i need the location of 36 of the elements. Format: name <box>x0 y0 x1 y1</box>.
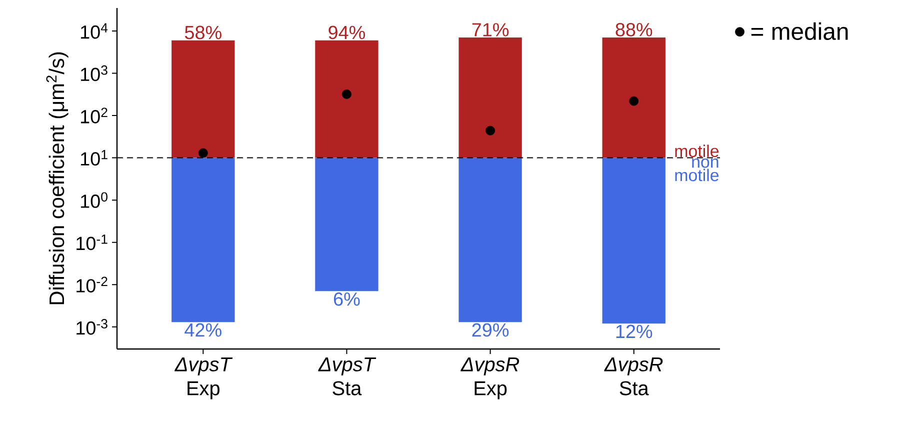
bar <box>602 158 666 324</box>
bar <box>458 38 522 158</box>
annotation: motile <box>675 144 719 158</box>
annotation: 71% <box>472 23 509 36</box>
legend-label: = median <box>751 22 848 40</box>
bar <box>602 38 666 158</box>
y-tick-label: 10$^{3}$ <box>80 65 108 82</box>
point <box>342 89 352 99</box>
bar <box>172 158 235 322</box>
annotation: 42% <box>184 323 222 337</box>
x-tick-label: ΔvpsR Sta <box>604 358 663 396</box>
y-tick-label: 10$^{1}$ <box>80 150 108 166</box>
annotation: 12% <box>616 324 652 338</box>
x-tick-label: ΔvpsT Exp <box>174 358 233 400</box>
y-axis-title: Diffusion coefficient (μm$^{2}$/s) <box>46 52 68 304</box>
y-tick-label: 10$^{4}$ <box>80 23 108 39</box>
x-tick-label: ΔvpsT Sta <box>318 358 376 396</box>
y-tick-label: 10$^{0}$ <box>80 192 108 208</box>
y-tick-label: 10$^{-2}$ <box>76 276 108 292</box>
point <box>198 148 208 158</box>
annotation: non motile <box>675 158 719 182</box>
x-tick-label: ΔvpsR Exp <box>460 358 520 400</box>
y-tick-label: 10$^{2}$ <box>80 108 108 124</box>
point <box>486 126 495 136</box>
y-tick-label: 10$^{-3}$ <box>76 319 108 335</box>
y-tick-label: 10$^{-1}$ <box>76 234 108 250</box>
bar <box>458 158 522 322</box>
bar <box>315 158 378 292</box>
point <box>629 96 639 106</box>
bar <box>315 40 378 158</box>
annotation: 6% <box>334 292 360 306</box>
annotation: 29% <box>472 323 509 337</box>
annotation: 58% <box>184 26 222 40</box>
annotation: 88% <box>616 22 652 36</box>
annotation: 94% <box>328 26 365 40</box>
bar <box>172 40 235 158</box>
